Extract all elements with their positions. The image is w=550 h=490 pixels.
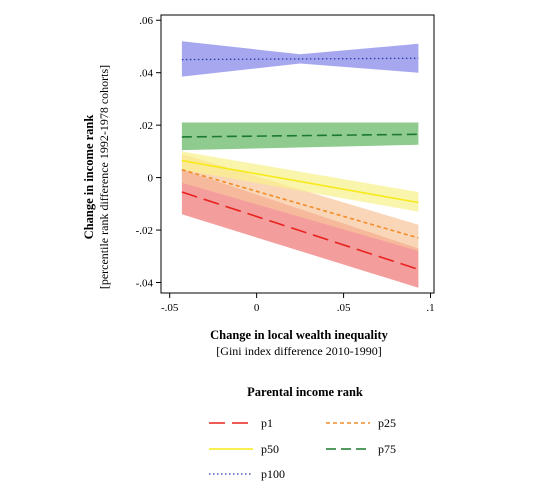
fitted-lines [181,57,419,271]
y-tick-label: -.04 [136,278,154,290]
legend-title: Parental income rank [247,385,363,399]
y-tick-label: -.02 [136,225,153,237]
legend-label-p1: p1 [261,416,273,430]
x-tick-label: .1 [426,302,434,314]
x-axis-ticks: -.05 0 .05 .1 [161,293,435,314]
x-tick-label: 0 [254,302,260,314]
ci-band-p75 [181,122,419,151]
y-tick-label: .06 [139,15,153,27]
y-axis-subtitle: [percentile rank difference 1992-1978 co… [97,65,111,289]
fit-line-p50 [181,159,419,204]
legend-item-p1: p1 [209,416,273,430]
legend-item-p50: p50 [209,442,279,456]
ci-band-p100 [181,41,419,77]
fit-line-p25 [181,168,419,239]
x-axis-subtitle: [Gini index difference 2010-1990] [216,344,381,358]
legend-label-p100: p100 [261,467,285,481]
y-tick-label: .02 [139,120,153,132]
fit-line-p1 [181,191,419,271]
x-axis-title: Change in local wealth inequality [210,328,389,342]
y-axis-ticks: .06 .04 .02 0 -.02 -.04 [136,15,161,290]
legend: p1 p25 p50 p75 p100 [209,416,396,481]
legend-label-p50: p50 [261,442,279,456]
y-tick-label: 0 [148,173,154,185]
legend-item-p100: p100 [209,467,285,481]
fit-line-p75 [181,133,419,138]
confidence-bands [181,41,419,288]
x-tick-label: -.05 [161,302,179,314]
x-tick-label: .05 [337,302,351,314]
plot-frame [160,14,435,294]
fit-line-p100 [181,57,419,61]
y-axis-title: Change in income rank [82,115,96,240]
legend-item-p25: p25 [326,416,396,430]
y-tick-label: .04 [139,68,153,80]
legend-item-p75: p75 [326,442,396,456]
legend-label-p25: p25 [378,416,396,430]
legend-label-p75: p75 [378,442,396,456]
